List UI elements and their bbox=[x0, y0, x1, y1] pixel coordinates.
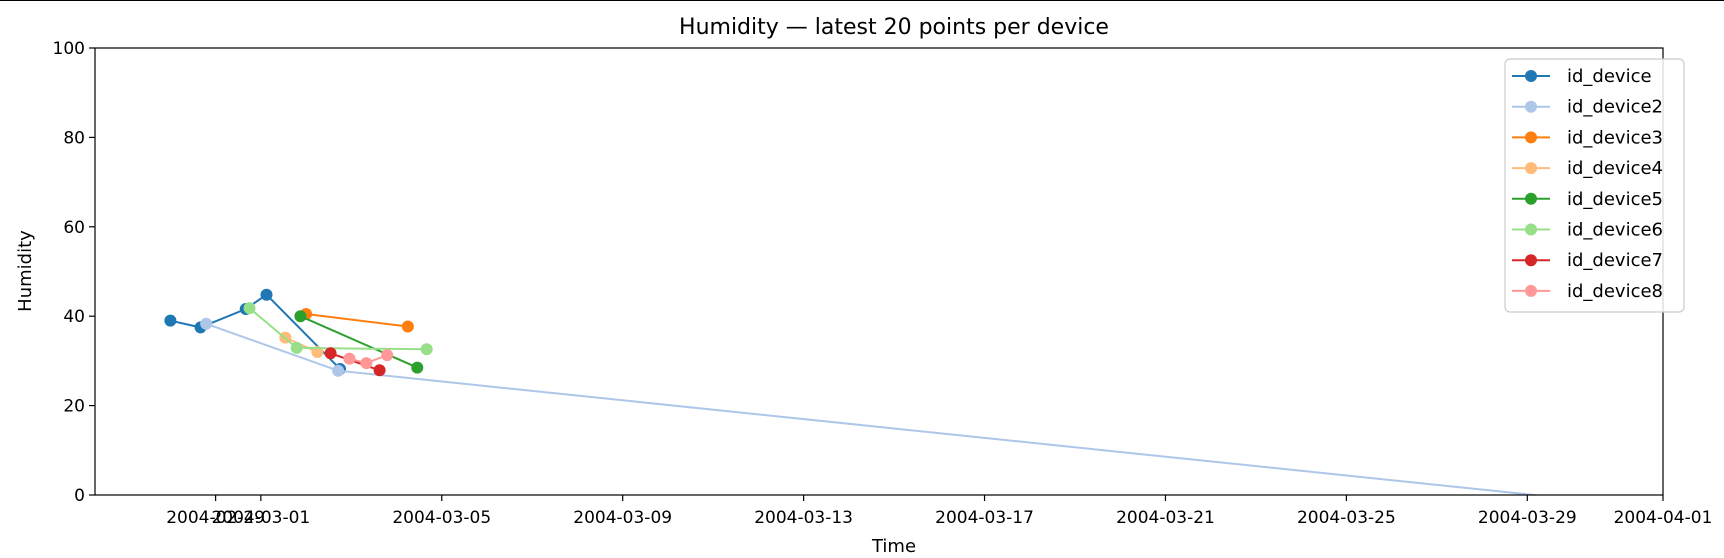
x-tick-label: 2004-04-01 bbox=[1614, 508, 1713, 528]
data-point bbox=[360, 357, 373, 370]
x-tick-label: 2004-03-05 bbox=[392, 508, 491, 528]
legend-marker bbox=[1525, 284, 1537, 297]
series-line-id_device3 bbox=[305, 313, 408, 328]
y-tick-label: 80 bbox=[63, 128, 85, 148]
data-point bbox=[401, 320, 414, 333]
legend-label: id_device6 bbox=[1567, 220, 1663, 241]
series-line-id_device7 bbox=[330, 352, 380, 372]
data-point bbox=[290, 341, 303, 354]
legend-box bbox=[1504, 58, 1685, 313]
series-line-id_device5 bbox=[299, 315, 418, 369]
series-id_device8 bbox=[343, 349, 394, 370]
legend-item-id_device5: id_device5 bbox=[1512, 189, 1663, 210]
data-point bbox=[420, 343, 433, 356]
legend-item-id_device4: id_device4 bbox=[1512, 158, 1663, 179]
legend-marker bbox=[1525, 223, 1537, 236]
x-axis-title: Time bbox=[871, 536, 916, 557]
legend-item-id_device6: id_device6 bbox=[1512, 220, 1663, 241]
legend-marker bbox=[1525, 70, 1537, 82]
data-point bbox=[411, 361, 424, 374]
legend-label: id_device2 bbox=[1567, 97, 1663, 118]
y-tick-label: 60 bbox=[63, 218, 85, 238]
series-id_device6 bbox=[243, 302, 433, 356]
data-point bbox=[381, 349, 394, 362]
data-point bbox=[332, 364, 345, 377]
series-id_device5 bbox=[294, 310, 424, 374]
x-tick-label: 2004-03-01 bbox=[211, 508, 310, 528]
x-tick-label: 2004-03-25 bbox=[1297, 508, 1396, 528]
data-point bbox=[164, 314, 177, 327]
x-tick-label: 2004-03-17 bbox=[935, 508, 1034, 528]
legend-label: id_device bbox=[1567, 66, 1652, 87]
legend-label: id_device8 bbox=[1567, 281, 1663, 302]
data-point bbox=[373, 364, 386, 377]
x-tick-label: 2004-03-29 bbox=[1478, 508, 1577, 528]
series-id_device2 bbox=[200, 317, 1544, 495]
data-point bbox=[260, 288, 273, 301]
y-axis-title: Humidity bbox=[15, 230, 36, 312]
legend-marker bbox=[1525, 131, 1537, 144]
legend-item-id_device2: id_device2 bbox=[1512, 97, 1663, 118]
data-point bbox=[343, 352, 356, 365]
y-tick-label: 40 bbox=[63, 307, 85, 327]
legend-item-id_device: id_device bbox=[1512, 66, 1652, 87]
legend-item-id_device8: id_device8 bbox=[1512, 281, 1663, 302]
legend-label: id_device5 bbox=[1567, 189, 1663, 210]
chart-title: Humidity — latest 20 points per device bbox=[679, 15, 1109, 40]
legend-marker bbox=[1525, 162, 1537, 175]
x-tick-label: 2004-03-21 bbox=[1116, 508, 1215, 528]
data-point bbox=[324, 347, 337, 360]
legend-item-id_device3: id_device3 bbox=[1512, 127, 1663, 148]
legend: id_device id_device2 id_device3 id_device4i… bbox=[1504, 58, 1685, 313]
legend-label: id_device4 bbox=[1567, 158, 1663, 179]
legend-marker bbox=[1525, 192, 1537, 205]
data-point bbox=[294, 310, 307, 323]
legend-label: id_device3 bbox=[1567, 127, 1663, 148]
x-tick-label: 2004-03-09 bbox=[573, 508, 672, 528]
data-point bbox=[243, 302, 256, 315]
y-tick-label: 20 bbox=[63, 397, 85, 417]
series-layer bbox=[164, 288, 1544, 495]
x-tick-label: 2004-02-29 bbox=[166, 508, 265, 528]
legend-marker bbox=[1525, 100, 1537, 113]
series-id_device7 bbox=[324, 347, 386, 377]
x-tick-label: 2004-03-13 bbox=[754, 508, 853, 528]
y-tick-label: 0 bbox=[74, 486, 85, 506]
y-tick-label: 100 bbox=[53, 39, 85, 59]
legend-label: id_device7 bbox=[1567, 250, 1663, 271]
data-point bbox=[200, 317, 213, 330]
legend-item-id_device7: id_device7 bbox=[1512, 250, 1663, 271]
y-axis: 0 20 40 60 80 100 bbox=[53, 39, 95, 506]
legend-marker bbox=[1525, 254, 1537, 267]
